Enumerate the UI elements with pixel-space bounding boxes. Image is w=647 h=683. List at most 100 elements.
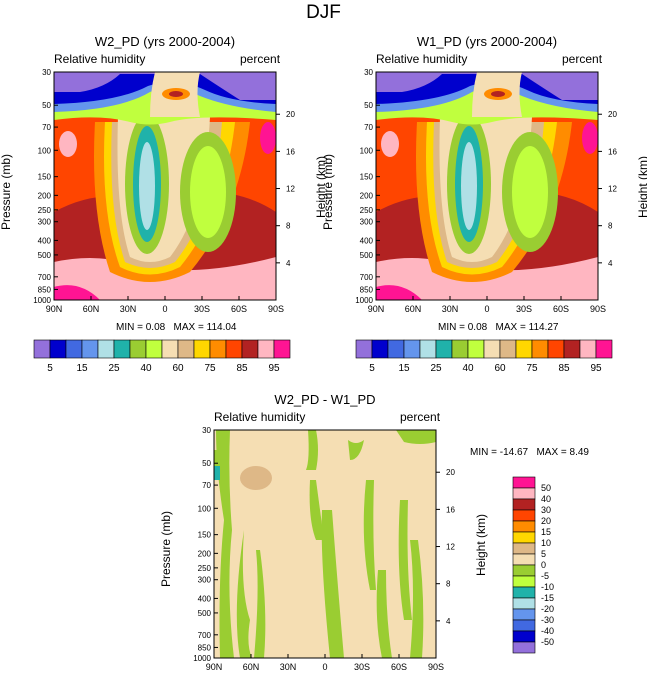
y-right-tick-label: 16 [608, 147, 617, 156]
colorbar-label: 40 [140, 363, 152, 374]
y-right-tick-label: 8 [286, 222, 291, 231]
x-tick-label: 90N [368, 304, 385, 314]
colorbar-label: 25 [430, 363, 442, 374]
y-tick-label: 30 [42, 68, 51, 77]
x-tick-label: 30N [280, 662, 297, 672]
y-right-tick-label: 16 [286, 147, 295, 156]
y-tick-label: 100 [198, 504, 212, 513]
y-tick-label: 700 [360, 273, 374, 282]
y-tick-label: 70 [42, 123, 51, 132]
colorbar-swatch [547, 339, 565, 359]
y-tick-label: 200 [198, 549, 212, 558]
y-right-tick-label: 20 [286, 110, 295, 119]
y-tick-label: 1000 [33, 296, 51, 305]
panel2-minmax: MIN = 0.08 MAX = 114.27 [438, 322, 559, 333]
colorbar-swatch [33, 339, 51, 359]
y-tick-label: 150 [38, 173, 52, 182]
y-right-tick-label: 4 [446, 617, 451, 626]
colorbar-label: -15 [541, 593, 554, 603]
colorbar-label: 10 [541, 538, 551, 548]
colorbar-swatch [531, 339, 549, 359]
colorbar-swatch [499, 339, 517, 359]
colorbar-label: -40 [541, 626, 554, 636]
colorbar-swatch [209, 339, 227, 359]
colorbar-label: 60 [172, 363, 184, 374]
panel1-title: W2_PD (yrs 2000-2004) [94, 34, 236, 49]
colorbar-swatch [403, 339, 421, 359]
panel2-subtitle-left: Relative humidity [376, 52, 468, 66]
y-right-tick-label: 16 [446, 505, 455, 514]
y-tick-label: 500 [360, 251, 374, 260]
colorbar-swatch [273, 339, 291, 359]
x-tick-label: 0 [322, 662, 327, 672]
colorbar-swatch [241, 339, 259, 359]
x-tick-label: 60N [405, 304, 422, 314]
y-right-tick-label: 4 [286, 259, 291, 268]
colorbar-swatch [512, 564, 536, 577]
y-tick-label: 500 [198, 609, 212, 618]
colorbar-label: 40 [541, 494, 551, 504]
colorbar-label: -20 [541, 604, 554, 614]
colorbar-label: 5 [541, 549, 546, 559]
colorbar-swatch [512, 641, 536, 654]
colorbar-label: 60 [494, 363, 506, 374]
colorbar-swatch [512, 509, 536, 522]
x-tick-label: 60N [243, 662, 260, 672]
colorbar-label: 0 [541, 560, 546, 570]
panel3-plot: 90N 60N 30N 0 30S 60S 90S 30 50 70 100 150 200 250 300… [193, 426, 455, 672]
panel3-subtitle-right: percent [400, 410, 441, 424]
colorbar-label: -50 [541, 637, 554, 647]
colorbar-label: 75 [526, 363, 538, 374]
panel2-subtitle-right: percent [562, 52, 603, 66]
colorbar-label: 30 [541, 505, 551, 515]
y-right-tick-label: 12 [608, 185, 617, 194]
y-tick-label: 700 [198, 631, 212, 640]
colorbar-swatch [467, 339, 485, 359]
panel1-contour-field [54, 72, 276, 300]
panel3-title: W2_PD - W1_PD [274, 392, 376, 407]
x-tick-label: 90N [46, 304, 63, 314]
colorbar-label: 75 [204, 363, 216, 374]
colorbar-label: 40 [462, 363, 474, 374]
colorbar-swatch [512, 619, 536, 632]
y-right-tick-label: 12 [286, 185, 295, 194]
colorbar-label: -5 [541, 571, 549, 581]
x-tick-label: 30S [194, 304, 210, 314]
colorbar-label: 15 [541, 527, 551, 537]
colorbar-label: 85 [236, 363, 248, 374]
colorbar-swatch [512, 487, 536, 500]
panel2-colorbar: 5 15 25 40 60 75 85 95 [355, 339, 613, 374]
panel1-subtitle-right: percent [240, 52, 281, 66]
colorbar-swatch [387, 339, 405, 359]
colorbar-swatch [97, 339, 115, 359]
colorbar-label: -10 [541, 582, 554, 592]
colorbar-swatch [65, 339, 83, 359]
colorbar-swatch [483, 339, 501, 359]
y-tick-label: 300 [198, 576, 212, 585]
colorbar-swatch [435, 339, 453, 359]
y-tick-label: 30 [202, 426, 211, 435]
y-tick-label: 100 [360, 146, 374, 155]
x-tick-label: 0 [162, 304, 167, 314]
colorbar-swatch [129, 339, 147, 359]
y-tick-label: 1000 [193, 654, 211, 663]
x-tick-label: 90S [268, 304, 284, 314]
y-tick-label: 850 [198, 643, 212, 652]
colorbar-swatch [512, 608, 536, 621]
colorbar-label: 15 [398, 363, 410, 374]
y-tick-label: 150 [198, 531, 212, 540]
x-tick-label: 60N [83, 304, 100, 314]
colorbar-swatch [81, 339, 99, 359]
colorbar-swatch [161, 339, 179, 359]
y-tick-label: 400 [198, 594, 212, 603]
x-tick-label: 30N [120, 304, 137, 314]
colorbar-swatch [515, 339, 533, 359]
panel3-subtitle-left: Relative humidity [214, 410, 306, 424]
colorbar-label: 85 [558, 363, 570, 374]
panel1-colorbar: 5 15 25 40 60 75 85 95 [33, 339, 291, 374]
y-tick-label: 200 [360, 191, 374, 200]
y-right-tick-label: 12 [446, 543, 455, 552]
colorbar-label: 95 [268, 363, 280, 374]
y-tick-label: 300 [360, 218, 374, 227]
